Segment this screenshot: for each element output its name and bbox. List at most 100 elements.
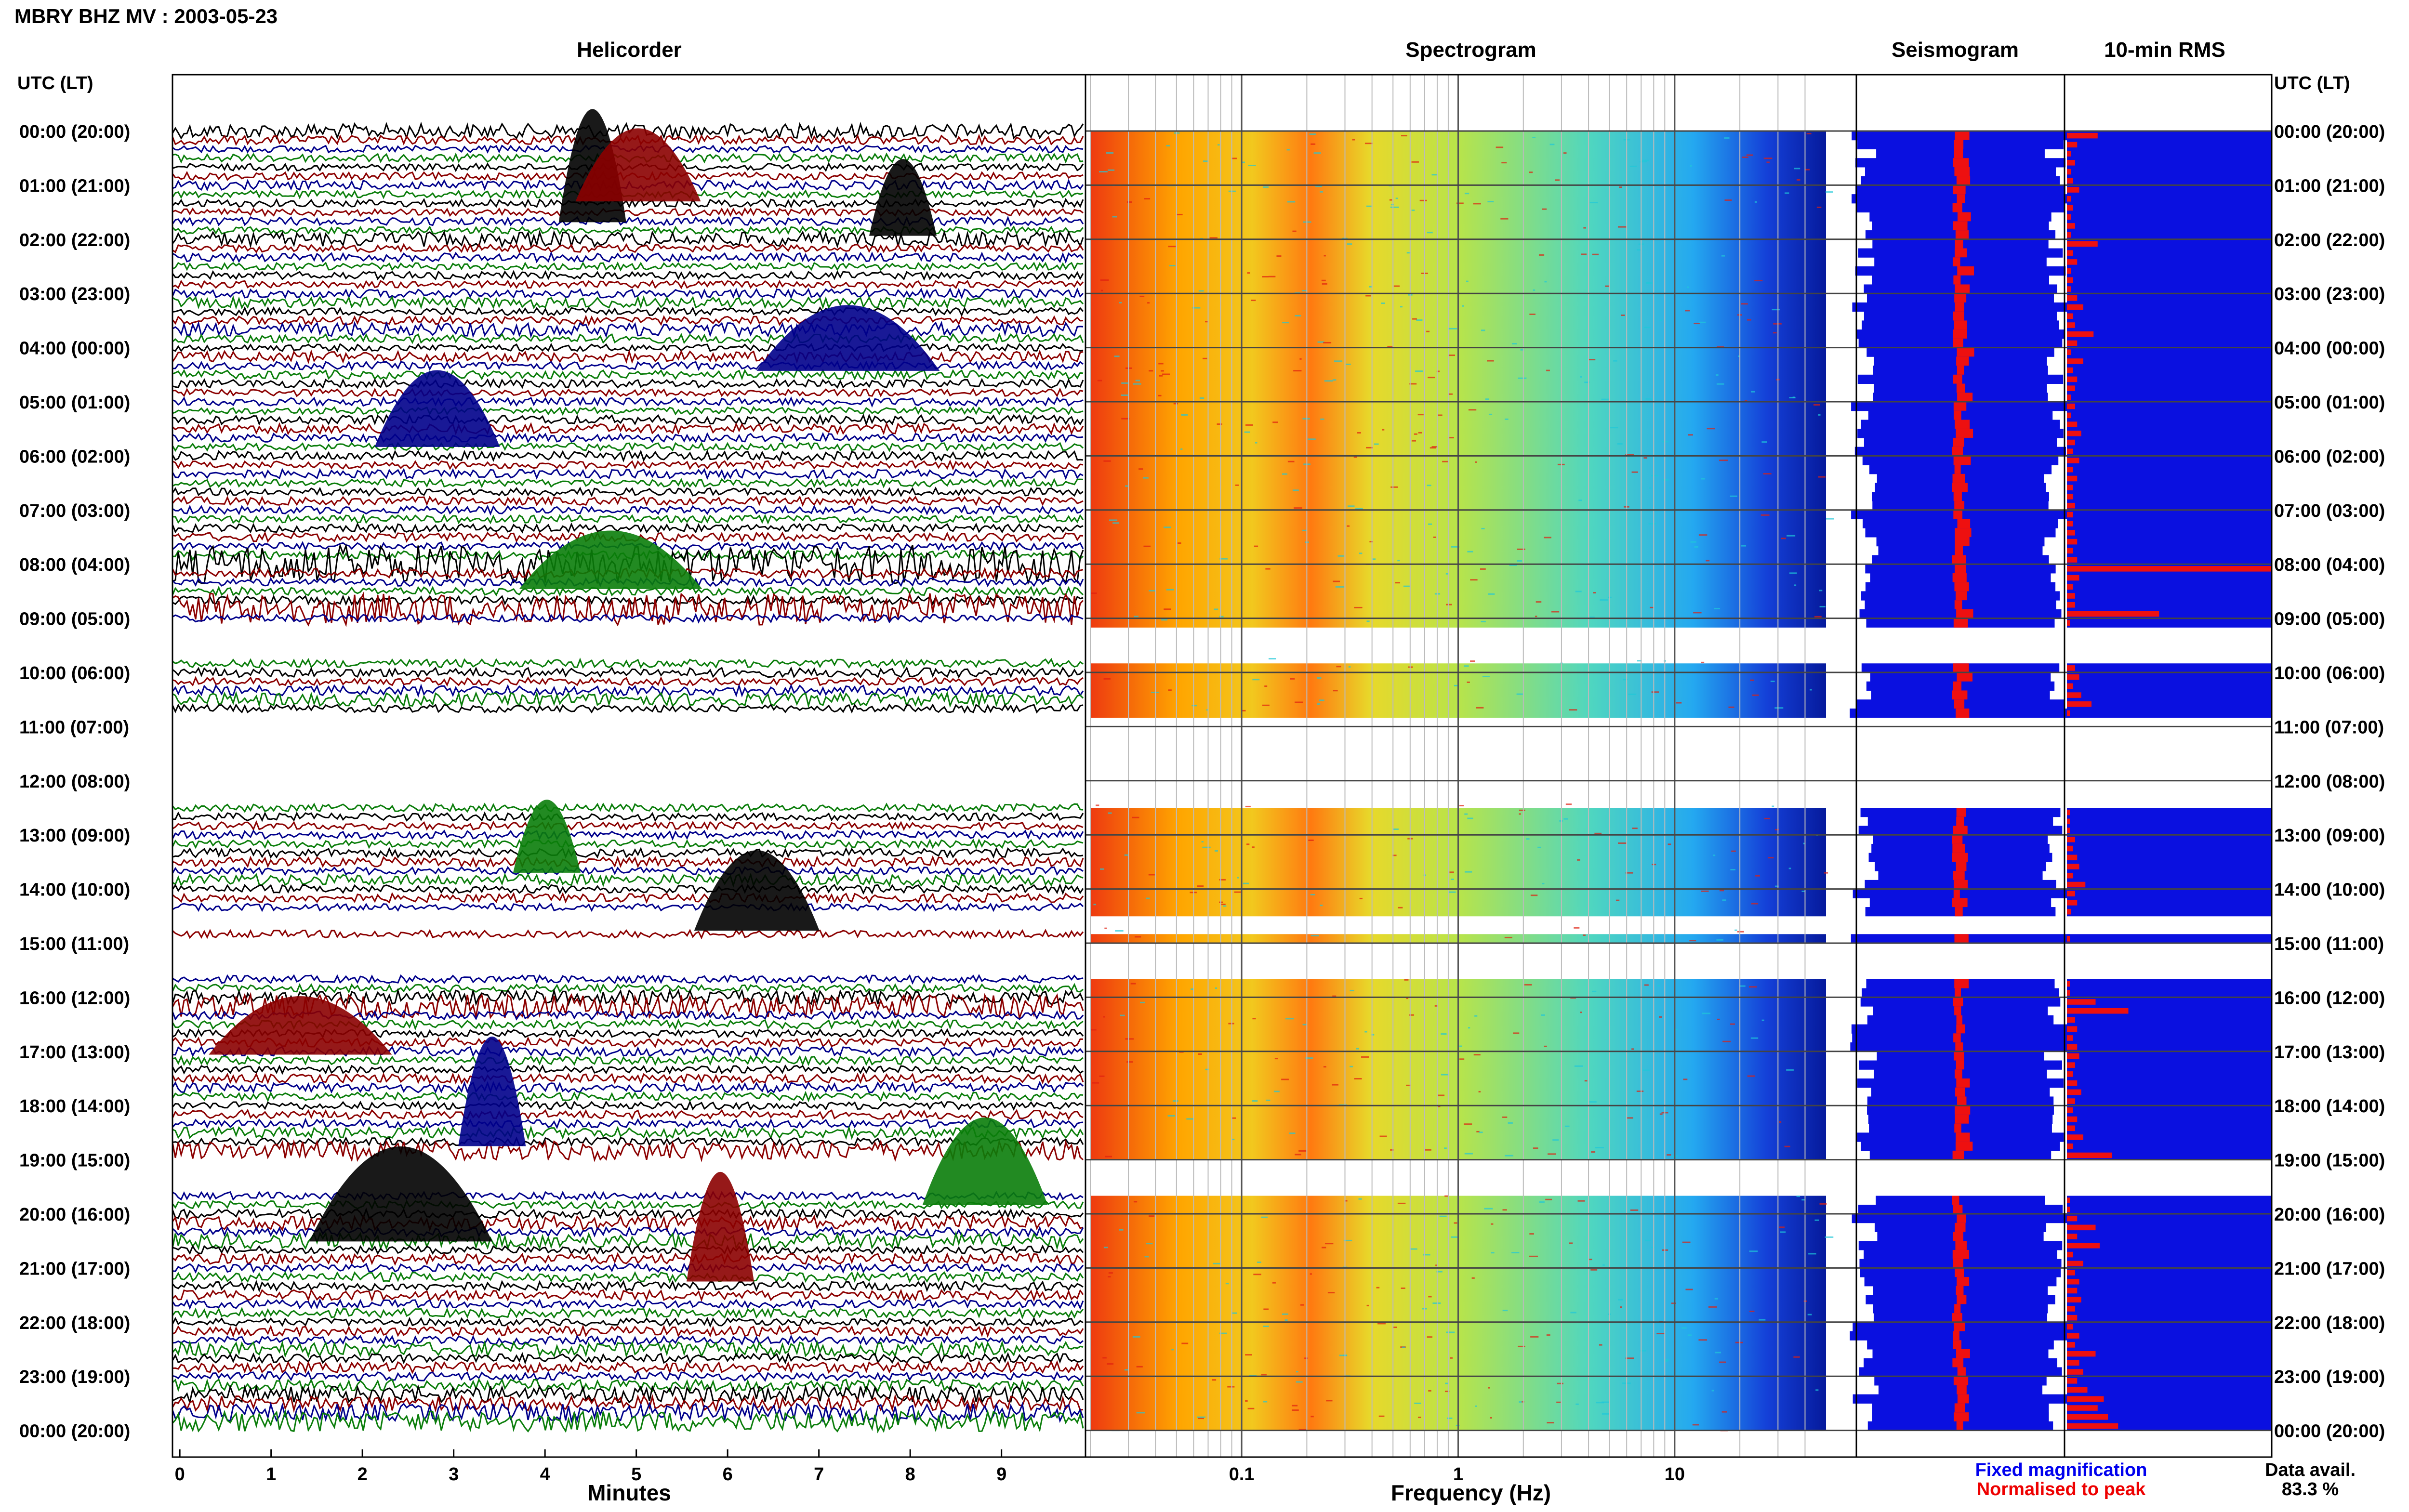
seismogram-normalised [1955,546,1963,555]
spectrogram-speckle [1410,1248,1417,1250]
spectrogram-speckle [1806,132,1812,134]
spectrogram-speckle [1594,832,1602,834]
helicorder-event [374,370,500,447]
spectrogram-speckle [1734,929,1737,931]
row-label-right: 11:00 (07:00) [2274,717,2384,737]
rms-background [2067,492,2272,501]
spectrogram-speckle [1735,1341,1743,1343]
spectrogram-speckle [1263,1401,1268,1403]
helicorder-trace [172,513,1084,525]
spectrogram-speckle [1690,541,1696,543]
rms-bar [2067,160,2075,166]
spectrogram-speckle [1593,592,1596,594]
seismogram-normalised [1953,492,1962,501]
spectrogram-speckle [1701,661,1705,663]
seismogram-normalised [1957,1214,1966,1223]
spectrogram-speckle [1411,440,1416,442]
spectrogram-speckle [1546,1334,1550,1336]
rms-background [2067,618,2272,628]
spectrogram-speckle [1502,1310,1508,1312]
seismogram-normalised [1952,555,1966,565]
helicorder-xtick-label: 9 [996,1464,1006,1485]
spectrogram-speckle [1272,1282,1276,1284]
rms-background [2067,835,2272,844]
helicorder-trace [172,320,1084,339]
spectrogram-speckle [1496,146,1504,148]
spectrogram-speckle [1416,319,1423,321]
rms-bar [2067,431,2081,436]
helicorder-trace [172,866,1084,877]
spectrogram-speckle [1327,1292,1335,1294]
rms-background [2067,302,2272,312]
rms-background [2067,437,2272,447]
helicorder-trace [172,1072,1084,1085]
spectrogram-speckle [1252,1018,1256,1020]
spectrogram-speckle [1569,709,1577,711]
spectrogram-speckle [1317,341,1324,343]
seismogram-normalised [1953,826,1968,835]
spectrogram-speckle [1202,357,1207,359]
helicorder-trace [172,983,1084,994]
seismogram-normalised [1955,248,1967,258]
seismogram-normalised [1956,1132,1970,1142]
spectrogram-speckle [1324,380,1333,382]
helicorder-event [575,128,701,202]
spectrogram-speckle [1382,429,1385,431]
seismogram-normalised [1953,374,1962,384]
seismogram-normalised [1952,473,1965,484]
rms-title: 10-min RMS [2104,38,2225,62]
spectrogram-speckle [1516,693,1524,695]
spectrogram-speckle [1138,468,1143,470]
seismogram-normalised [1954,1403,1965,1413]
rms-background [2067,483,2272,492]
spectrogram-speckle [1685,310,1690,312]
spectrogram-speckle [1108,169,1115,171]
spectrogram-speckle [1676,702,1682,704]
spectrogram-speckle [1219,616,1224,618]
spectrogram-speckle [1442,460,1448,462]
spectrogram-speckle [1377,1323,1386,1325]
spectrogram-speckle [1730,1023,1735,1025]
rms-background [2067,284,2272,294]
spectrogram-speckle [1664,1360,1668,1362]
rms-bar [2067,683,2073,689]
seismogram-panel [1850,131,2071,1431]
helicorder-trace [172,1252,1084,1266]
helicorder-trace [172,486,1084,498]
rms-background [2067,149,2272,158]
spectrogram-speckle [1352,139,1355,141]
spectrogram-speckle [1761,1019,1764,1021]
spectrogram-speckle [1361,1056,1369,1058]
rms-bar [2067,1044,2078,1050]
rms-background [2067,907,2272,917]
rms-bar [2067,241,2098,247]
rms-background [2067,826,2272,835]
seismogram-normalised [1953,1340,1961,1350]
rms-bar [2067,358,2083,364]
spectrogram-speckle [1713,855,1716,856]
seismogram-normalised [1956,1349,1970,1359]
seismogram-normalised [1952,853,1968,862]
spectrogram-speckle [1751,903,1759,905]
spectrogram-speckle [1146,1243,1153,1245]
spectrogram-speckle [1140,1001,1145,1003]
spectrogram-speckle [1287,201,1296,203]
spectrogram-speckle [1103,678,1111,680]
row-label-left: 03:00 (23:00) [19,284,130,304]
spectrogram-speckle [1584,1080,1588,1082]
seismogram-normalised [1954,1123,1961,1133]
rms-bar [2067,1360,2079,1366]
rms-bar [2067,403,2075,409]
spectrogram-speckle [1333,690,1338,692]
spectrogram-speckle [1779,1121,1782,1123]
spectrogram-title: Spectrogram [1405,38,1536,62]
rms-background [2067,1358,2272,1367]
seismogram-normalised [1956,609,1973,619]
seismogram-normalised [1952,1313,1962,1323]
row-label-left: 18:00 (14:00) [19,1096,130,1117]
spectrogram-speckle [1218,144,1220,146]
spectrogram-speckle [1169,265,1176,267]
helicorder-trace [172,1316,1084,1328]
spectrogram-speckle [1505,1155,1514,1157]
spectrogram-speckle [1702,1012,1711,1014]
